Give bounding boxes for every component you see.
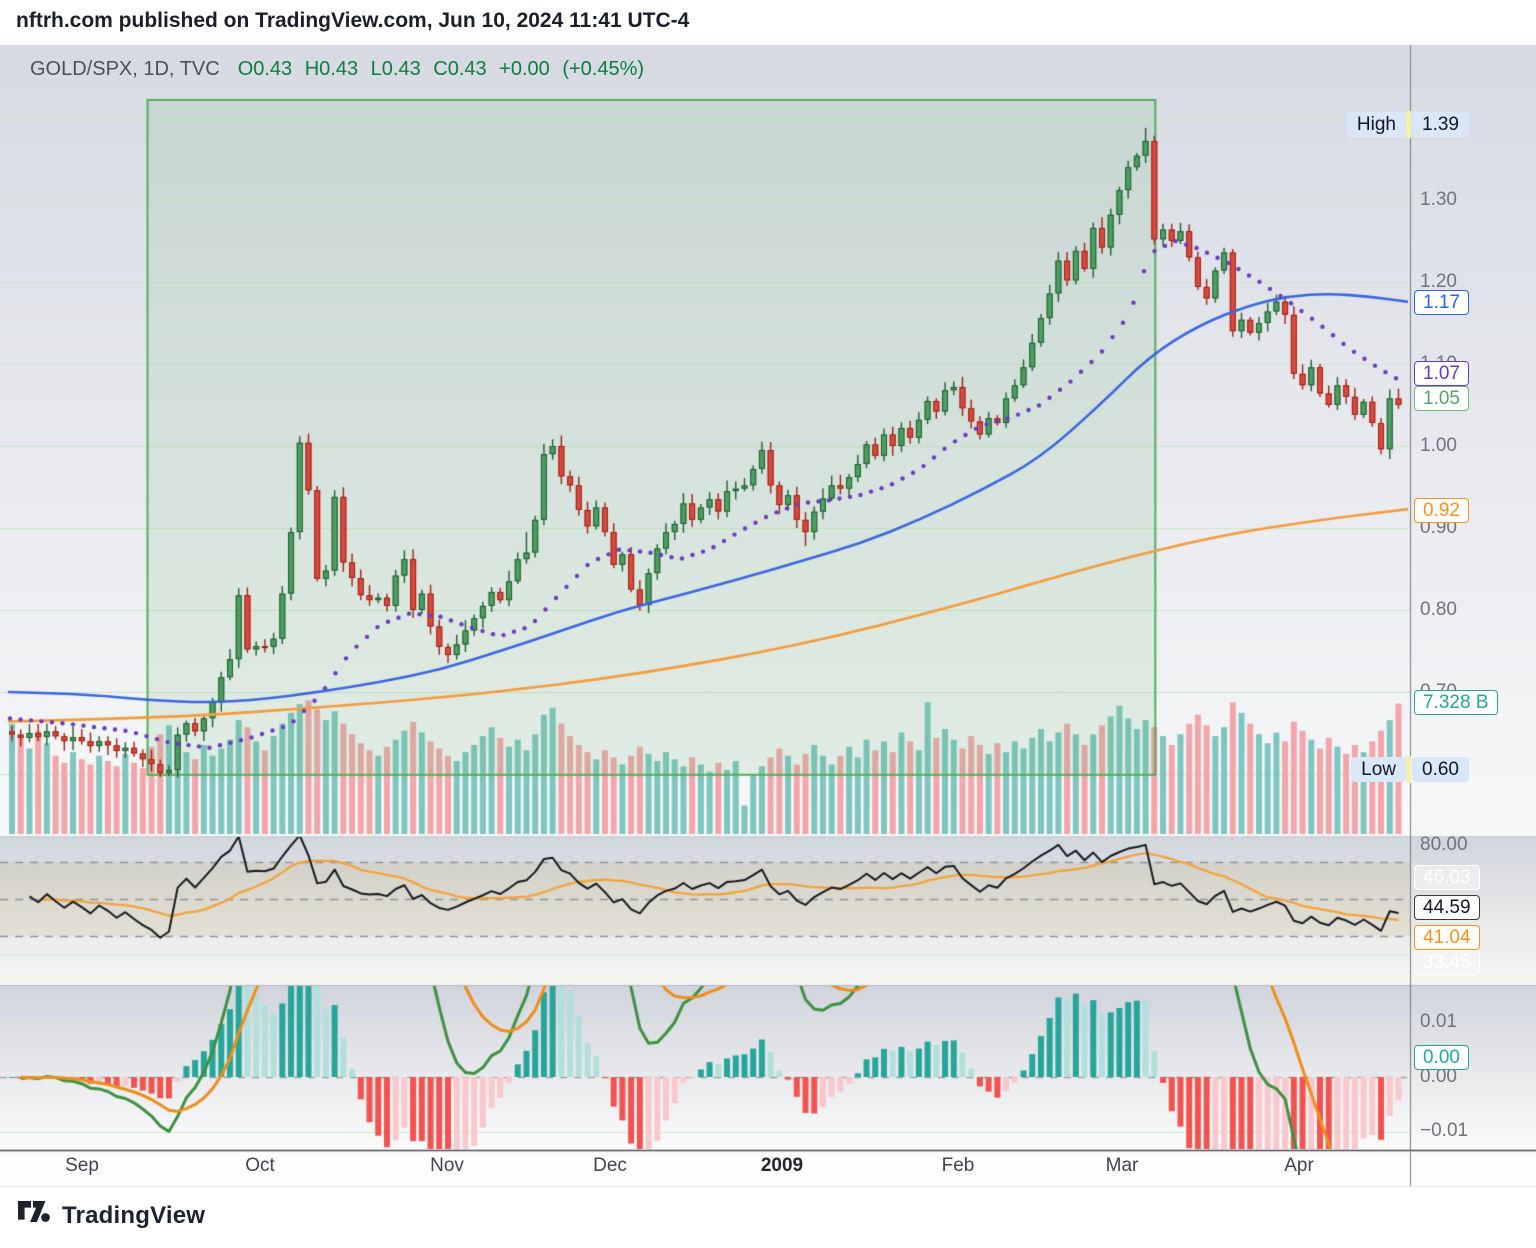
range-high-title: High — [1346, 112, 1406, 137]
time-axis-label-sep[interactable]: Sep — [65, 1155, 99, 1176]
time-axis-label-apr[interactable]: Apr — [1284, 1155, 1314, 1176]
rsi-value-label: 44.59 — [1414, 895, 1480, 920]
publication-note: nftrh.com published on TradingView.com, … — [16, 9, 690, 32]
time-axis-label-oct[interactable]: Oct — [245, 1155, 275, 1176]
tradingview-logo-icon — [18, 1200, 52, 1232]
rsi-band-upper-label: 46.03 — [1414, 865, 1480, 890]
price-tick: 0.80 — [1420, 599, 1457, 620]
macd-hist-value-label: 0.00 — [1414, 1045, 1469, 1070]
price-tick: 1.00 — [1420, 435, 1457, 456]
last-price-label: 1.05 — [1414, 386, 1469, 411]
price-tick: 1.30 — [1420, 189, 1457, 210]
ma50-price-label: 1.17 — [1414, 290, 1469, 315]
price-tick: 1.20 — [1420, 271, 1457, 292]
range-low-title: Low — [1351, 757, 1406, 782]
range-low-value: 0.60 — [1412, 757, 1469, 782]
time-axis-label-feb[interactable]: Feb — [941, 1155, 975, 1176]
macd-axis-tick: 0.01 — [1420, 1011, 1457, 1032]
tradingview-wordmark: TradingView — [62, 1202, 206, 1229]
rsi-band-lower-label: 33.45 — [1414, 950, 1480, 975]
tradingview-attribution[interactable]: TradingView — [18, 1200, 205, 1232]
range-high-value: 1.39 — [1412, 112, 1469, 137]
symbol-title[interactable]: GOLD/SPX, 1D, TVC — [30, 58, 220, 80]
ma200-price-label: 0.92 — [1414, 498, 1469, 523]
rsi-axis-tick: 80.00 — [1420, 834, 1468, 855]
time-axis-label-mar[interactable]: Mar — [1105, 1155, 1139, 1176]
time-axis-label-2009[interactable]: 2009 — [760, 1155, 804, 1176]
chart-legend: GOLD/SPX, 1D, TVC O0.43 H0.43 L0.43 C0.43… — [30, 58, 644, 81]
volume-value-label: 7.328 B — [1414, 690, 1498, 715]
ma20-price-label: 1.07 — [1414, 361, 1469, 386]
time-axis-label-nov[interactable]: Nov — [430, 1155, 464, 1176]
time-axis-label-dec[interactable]: Dec — [593, 1155, 627, 1176]
ohlc-values: O0.43 H0.43 L0.43 C0.43 +0.00 (+0.45%) — [237, 58, 645, 80]
rsi-ma-value-label: 41.04 — [1414, 925, 1480, 950]
macd-axis-tick: −0.01 — [1420, 1120, 1469, 1141]
macd-axis-tick: 0.00 — [1420, 1066, 1457, 1087]
